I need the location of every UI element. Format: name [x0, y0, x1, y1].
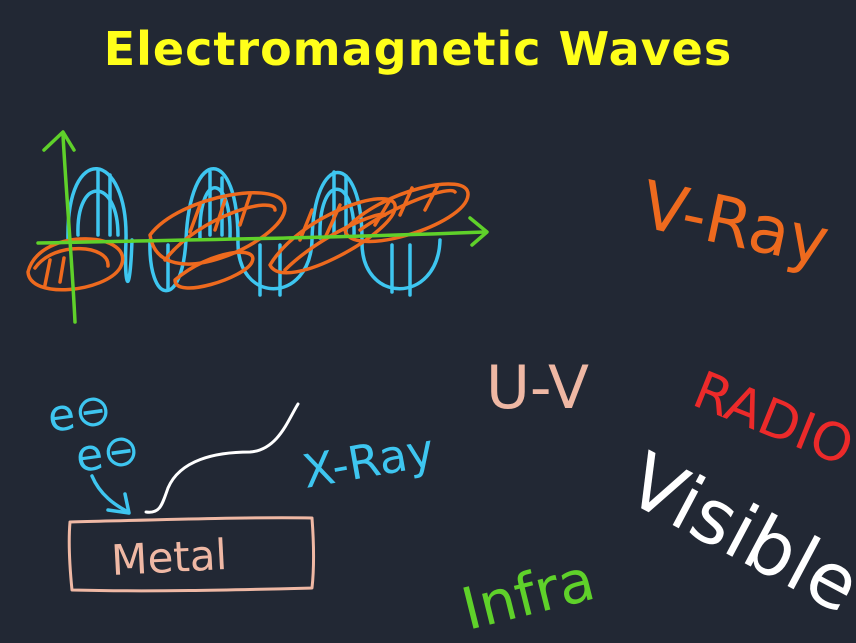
photoelectric-sketch: e⊖ e⊖ Metal X-Ray: [44, 383, 439, 593]
metal-plate: [67, 516, 315, 593]
wave-axes: [36, 130, 489, 324]
metal-label: Metal: [110, 530, 228, 585]
spectrum-labels: V-Ray U-V RADIO Visible Infra: [455, 166, 856, 643]
infrared-label: Infra: [455, 545, 601, 643]
slide-title: Electromagnetic Waves: [103, 22, 733, 76]
electron-arrow: [90, 474, 131, 515]
electric-field-wave: [66, 167, 442, 297]
electron-label-1: e⊖: [44, 383, 114, 442]
magnetic-field-wave: [26, 182, 470, 292]
radio-label: RADIO: [685, 360, 856, 478]
emission-path: [144, 402, 300, 514]
gamma-ray-label: V-Ray: [635, 166, 836, 281]
x-ray-label: X-Ray: [299, 423, 439, 499]
uv-label: U-V: [486, 353, 589, 423]
em-wave-diagram: [26, 130, 489, 324]
electron-label-2: e⊖: [72, 423, 142, 482]
